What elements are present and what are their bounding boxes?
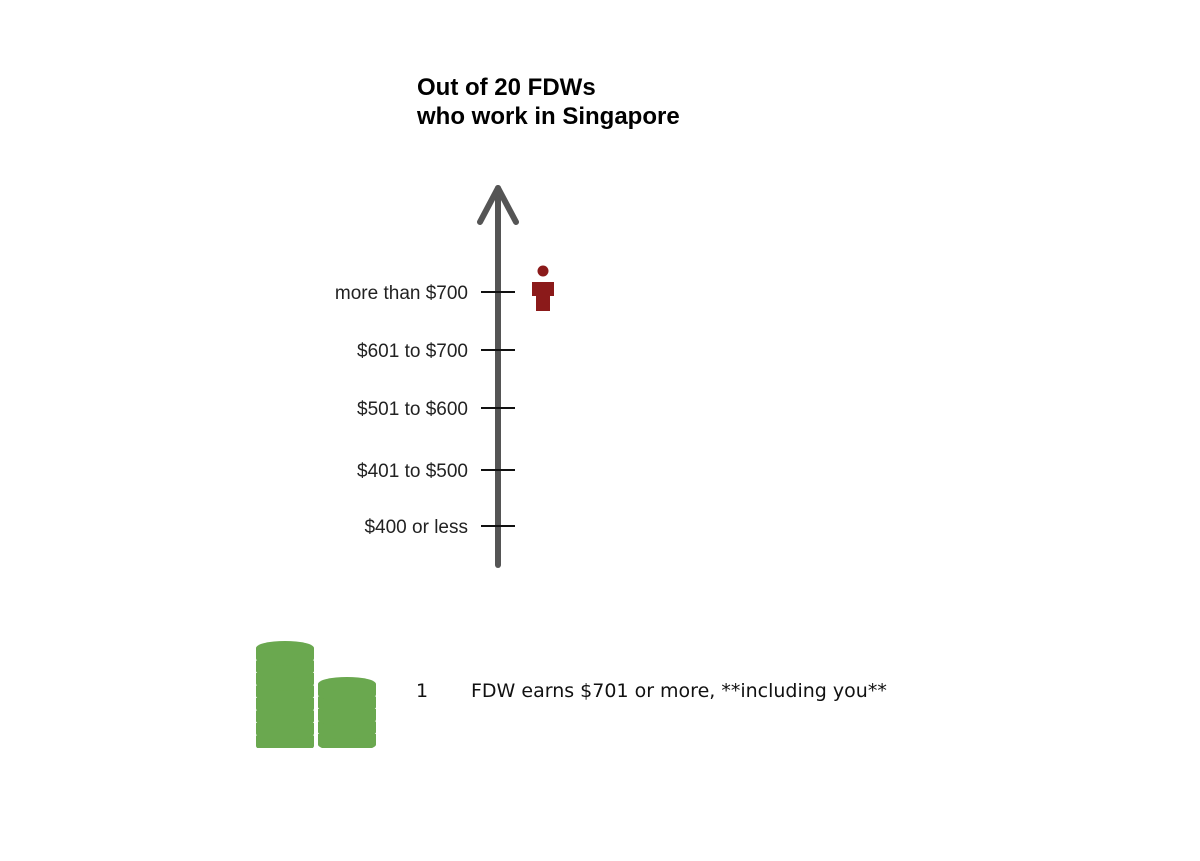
tick-label: $601 to $700 bbox=[357, 341, 468, 362]
axis-tick-labels: $400 or less $401 to $500 $501 to $600 $601… bbox=[335, 283, 468, 538]
chart-title: Out of 20 FDWs who work in Singapore bbox=[417, 73, 680, 131]
tick-label: more than $700 bbox=[335, 283, 468, 304]
axis-arrowhead bbox=[477, 185, 519, 225]
coin-stack-icon bbox=[256, 641, 376, 748]
salary-axis-chart: $400 or less $401 to $500 $501 to $600 $601… bbox=[335, 185, 554, 568]
person-icon bbox=[532, 265, 554, 311]
title-line-2: who work in Singapore bbox=[417, 103, 680, 130]
axis-ticks bbox=[481, 291, 515, 527]
tick-label: $400 or less bbox=[364, 517, 468, 538]
tick-label: $501 to $600 bbox=[357, 399, 468, 420]
footer-text: FDW earns $701 or more, **including you*… bbox=[471, 680, 887, 702]
coin-stack-left bbox=[256, 641, 314, 748]
title-line-1: Out of 20 FDWs bbox=[417, 74, 596, 101]
person-marks bbox=[532, 265, 554, 311]
tick-label: $401 to $500 bbox=[357, 461, 468, 482]
coin-stack-right bbox=[318, 677, 376, 748]
vertical-axis bbox=[477, 185, 519, 568]
footer-count: 1 bbox=[416, 680, 429, 702]
